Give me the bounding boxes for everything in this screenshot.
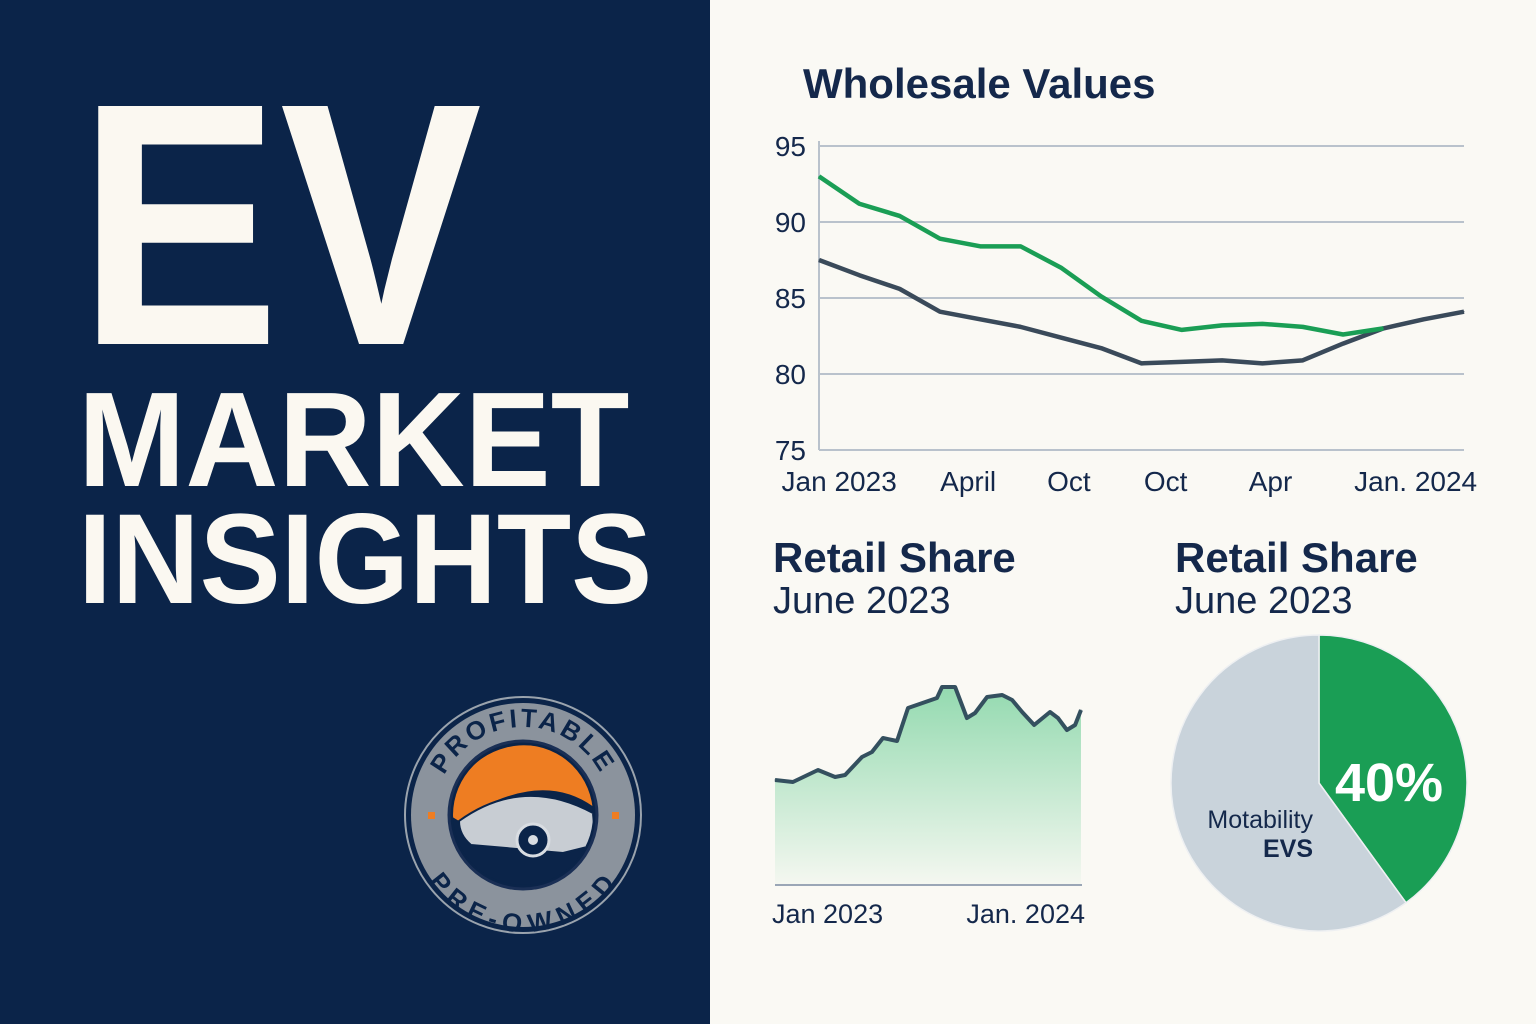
data-point: [1221, 324, 1223, 326]
data-point: [1060, 267, 1062, 269]
data-point: [936, 697, 938, 699]
x-tick-label: Oct: [1047, 466, 1091, 497]
data-point: [939, 311, 941, 313]
data-point: [858, 274, 860, 276]
data-point: [1221, 359, 1223, 361]
data-point: [1020, 326, 1022, 328]
x-tick-label: Apr: [1249, 466, 1293, 497]
data-point: [882, 737, 884, 739]
data-point: [818, 175, 820, 177]
data-point: [834, 776, 836, 778]
y-tick-label: 85: [775, 283, 806, 314]
y-tick-label: 95: [775, 131, 806, 162]
data-point: [939, 238, 941, 240]
headline-insights: INSIGHTS: [78, 488, 653, 631]
area-fill: [775, 687, 1081, 885]
data-point: [941, 686, 943, 688]
x-tick-label: April: [940, 466, 996, 497]
data-point: [1181, 329, 1183, 331]
data-point: [844, 774, 846, 776]
pie-percent-label: 40%: [1335, 753, 1443, 813]
data-point: [1021, 711, 1023, 713]
series-line: [817, 174, 1384, 337]
retail-share-title-1: Retail Share: [773, 534, 1016, 581]
data-point: [974, 712, 976, 714]
data-point: [1020, 245, 1022, 247]
data-point: [1011, 699, 1013, 701]
data-point: [1261, 323, 1263, 325]
x-tick-label: Jan 2023: [782, 466, 897, 497]
data-point: [907, 707, 909, 709]
data-point: [1100, 347, 1102, 349]
y-tick-label: 90: [775, 207, 806, 238]
data-point: [1080, 709, 1082, 711]
data-point: [1141, 362, 1142, 364]
data-point: [1060, 337, 1062, 339]
retail-share-title-2: Retail Share: [1175, 534, 1418, 581]
data-point: [774, 779, 776, 781]
data-point: [899, 215, 901, 217]
data-point: [817, 769, 819, 771]
data-point: [1181, 361, 1183, 363]
data-point: [792, 781, 794, 783]
pie-slice: [1170, 634, 1408, 932]
data-point: [1001, 694, 1003, 696]
data-point: [1066, 729, 1068, 731]
data-point: [986, 696, 988, 698]
data-point: [1261, 362, 1263, 364]
data-point: [1463, 311, 1465, 313]
x-tick-label: Jan. 2024: [1354, 466, 1477, 497]
data-point: [1057, 717, 1059, 719]
retail-share-area-chart: Jan 2023 Jan. 2024: [772, 685, 1085, 929]
pie-slice: [1318, 634, 1468, 904]
x-tick-label: Jan. 2024: [966, 899, 1085, 929]
pie-label-motability: Motability: [1207, 806, 1313, 834]
data-point: [966, 717, 968, 719]
y-tick-label: 75: [775, 435, 806, 466]
data-point: [899, 288, 901, 290]
data-point: [979, 318, 981, 320]
data-point: [818, 259, 820, 261]
data-point: [1342, 333, 1344, 335]
data-point: [896, 740, 898, 742]
data-point: [979, 245, 981, 247]
data-point: [1074, 724, 1076, 726]
series-line: [818, 257, 1465, 366]
data-point: [858, 203, 860, 205]
headline-market: MARKET: [78, 364, 630, 515]
data-point: [1100, 295, 1102, 297]
retail-share-subtitle-2: June 2023: [1175, 580, 1353, 622]
data-point: [861, 756, 863, 758]
wholesale-title: Wholesale Values: [803, 60, 1156, 107]
retail-share-subtitle-1: June 2023: [773, 580, 951, 622]
data-point: [871, 751, 873, 753]
data-point: [1302, 359, 1304, 361]
data-point: [1302, 326, 1304, 328]
data-point: [1033, 724, 1035, 726]
data-point: [1382, 327, 1384, 329]
x-tick-label: Oct: [1144, 466, 1188, 497]
data-point: [1049, 711, 1051, 713]
data-point: [1423, 318, 1425, 320]
y-tick-label: 80: [775, 359, 806, 390]
headline-ev: EV: [78, 32, 482, 418]
x-tick-label: Jan 2023: [772, 899, 883, 929]
pie-label-evs: EVS: [1263, 835, 1313, 863]
profitable-pre-owned-logo: PROFITABLE PRE-OWNED: [404, 696, 642, 935]
data-point: [1342, 343, 1344, 345]
data-point: [954, 686, 956, 688]
data-point: [1141, 320, 1142, 322]
